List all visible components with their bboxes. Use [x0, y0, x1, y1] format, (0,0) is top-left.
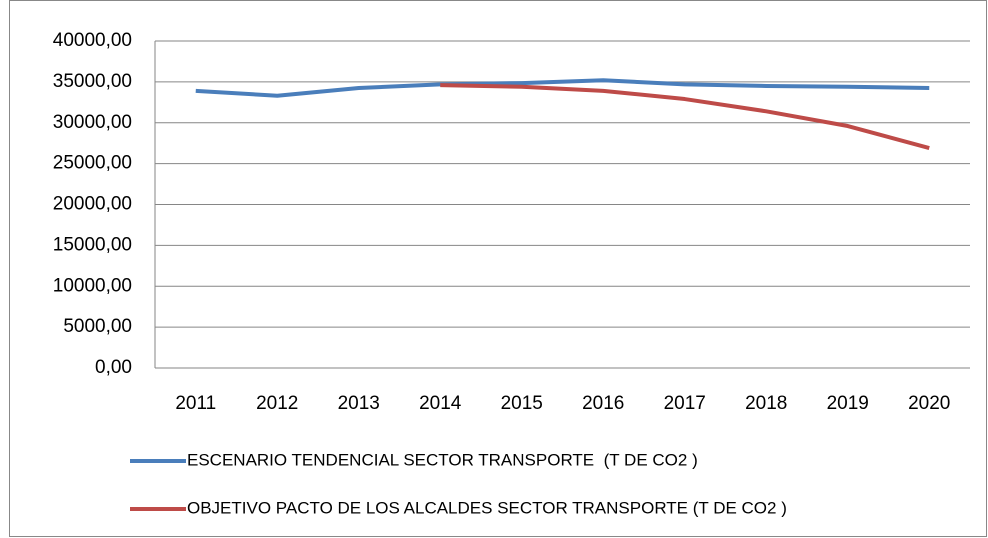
y-tick-label: 35000,00	[53, 71, 132, 92]
y-tick-label: 30000,00	[53, 112, 132, 133]
x-tick-label: 2016	[582, 393, 624, 414]
y-tick-label: 5000,00	[63, 316, 132, 337]
x-tick-label: 2020	[908, 393, 950, 414]
x-tick-label: 2013	[338, 393, 380, 414]
x-tick-label: 2012	[256, 393, 298, 414]
y-tick-label: 25000,00	[53, 153, 132, 174]
x-tick-label: 2011	[175, 393, 216, 414]
x-tick-label: 2014	[419, 393, 462, 414]
y-tick-label: 0,00	[95, 357, 132, 378]
x-tick-label: 2018	[745, 393, 787, 414]
y-tick-label: 40000,00	[53, 30, 132, 51]
legend-label: OBJETIVO PACTO DE LOS ALCALDES SECTOR TR…	[187, 498, 787, 517]
chart-border	[9, 0, 987, 537]
y-tick-label: 20000,00	[53, 194, 132, 215]
y-tick-label: 15000,00	[53, 234, 132, 255]
x-tick-label: 2015	[501, 393, 543, 414]
x-tick-label: 2017	[664, 393, 706, 414]
y-tick-label: 10000,00	[53, 275, 132, 296]
legend-label: ESCENARIO TENDENCIAL SECTOR TRANSPORTE (…	[187, 450, 698, 469]
series-line	[195, 78, 930, 98]
x-tick-label: 2019	[827, 393, 869, 414]
series-line	[440, 83, 930, 151]
